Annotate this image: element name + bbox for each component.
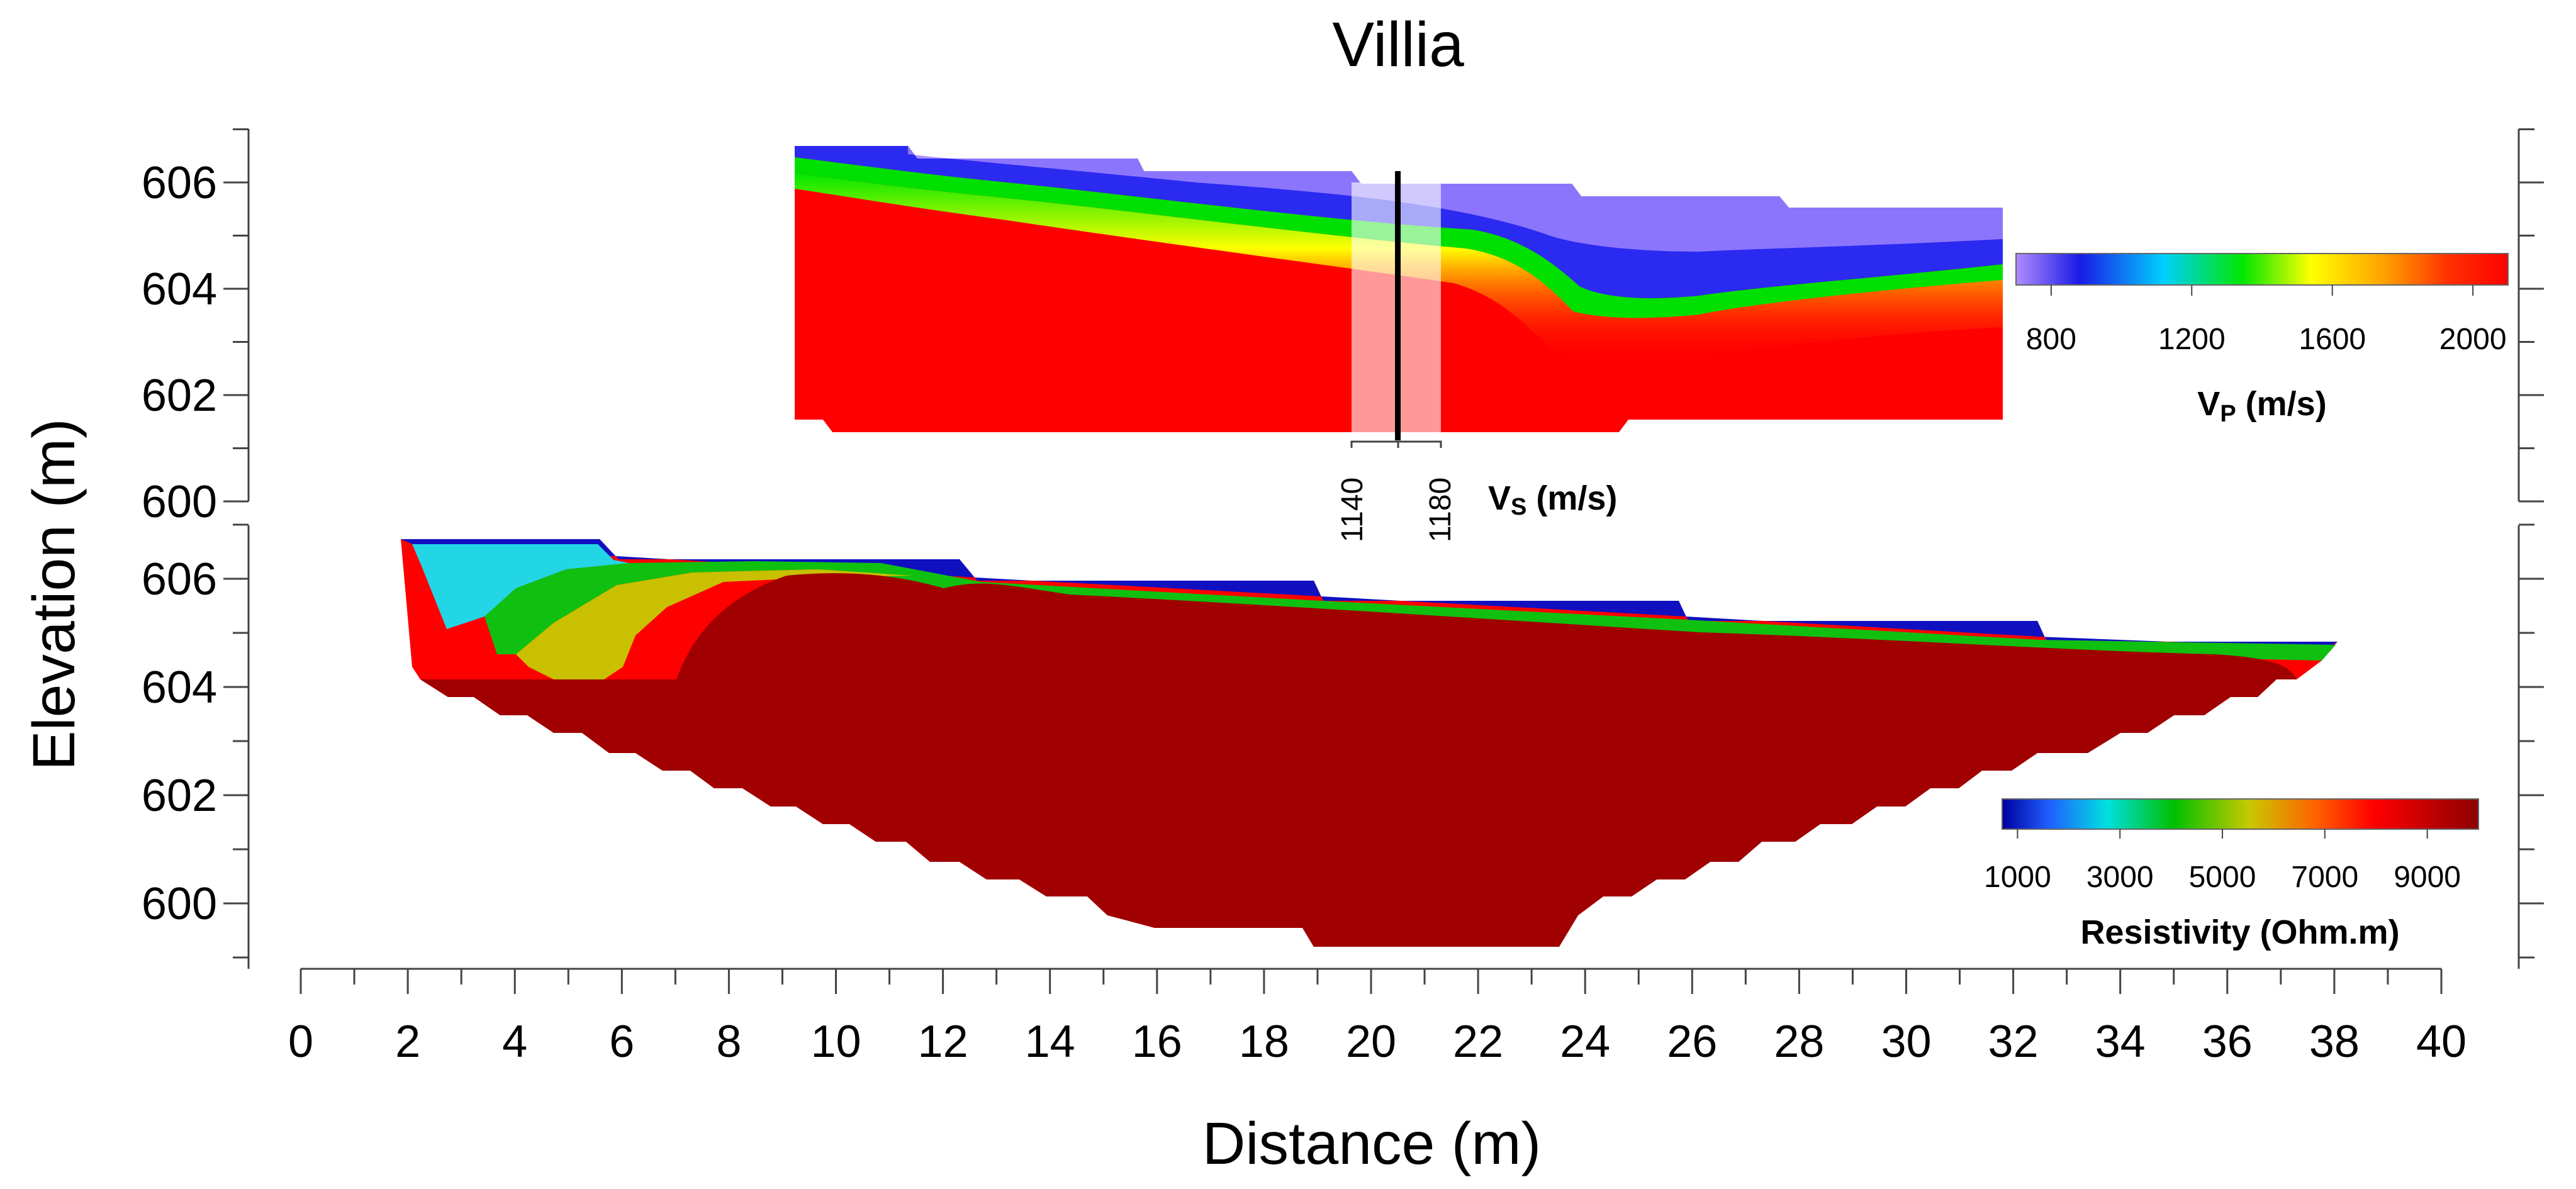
res-yellow-zone — [516, 569, 912, 679]
y-axis-label: Elevation (m) — [21, 418, 87, 771]
x-axis-label: Distance (m) — [1202, 1110, 1541, 1177]
vp-colorbar-tick-label: 800 — [2026, 323, 2076, 356]
vs-tick-1140: 1140 — [1336, 477, 1369, 542]
res-colorbar-tick-label: 3000 — [2086, 861, 2154, 894]
x-tick-label: 18 — [1239, 1017, 1289, 1067]
res-colorbar-label: Resistivity (Ohm.m) — [2080, 913, 2399, 951]
x-tick-label: 22 — [1453, 1017, 1503, 1067]
res-colorbar-tick-label: 5000 — [2189, 861, 2256, 894]
res-green-zone — [484, 561, 2336, 661]
res-colorbar-tick-label: 7000 — [2291, 861, 2358, 894]
x-tick-label: 16 — [1132, 1017, 1182, 1067]
x-tick-label: 40 — [2416, 1017, 2467, 1067]
x-tick-label: 10 — [810, 1017, 861, 1067]
res-colorbar-tick-label: 1000 — [1984, 861, 2051, 894]
y-tick-label: 604 — [142, 662, 217, 713]
x-tick-label: 14 — [1025, 1017, 1075, 1067]
x-tick-label: 8 — [716, 1017, 741, 1067]
vp-section: 1140 1180 VS (m/s) — [795, 146, 2003, 542]
y-tick-label: 606 — [142, 554, 217, 605]
vp-colorbar-tick-label: 1600 — [2299, 323, 2366, 356]
minor-ticks — [223, 128, 2544, 994]
x-tick-label: 34 — [2095, 1017, 2146, 1067]
res-conductive-core — [420, 573, 2297, 947]
vp-colorbar-tick-label: 2000 — [2439, 323, 2507, 356]
lower-y-tick-labels: 606 604 602 600 — [142, 554, 217, 929]
x-tick-label: 32 — [1988, 1017, 2039, 1067]
y-tick-label: 602 — [142, 771, 217, 821]
vp-colorbar-gradient — [2015, 253, 2509, 286]
vp-upper-purple-zone — [908, 146, 2003, 252]
vp-colorbar-label: VP (m/s) — [2197, 385, 2326, 427]
y-tick-label: 602 — [142, 371, 217, 421]
vs-tick-1180: 1180 — [1424, 477, 1457, 542]
y-tick-label: 606 — [142, 158, 217, 208]
vp-colorbar: 800 1200 1600 2000 VP (m/s) — [2015, 253, 2509, 427]
vs-label: VS (m/s) — [1488, 479, 1617, 520]
res-colorbar-gradient — [2002, 798, 2479, 830]
vp-colorbar-ticks: 800 1200 1600 2000 — [2026, 285, 2507, 356]
x-tick-label: 36 — [2202, 1017, 2253, 1067]
x-tick-label: 24 — [1560, 1017, 1610, 1067]
y-tick-label: 604 — [142, 264, 217, 315]
res-cyan-zone — [412, 544, 629, 629]
x-tick-label: 38 — [2309, 1017, 2360, 1067]
x-tick-label: 6 — [609, 1017, 634, 1067]
vp-colorbar-tick-label: 1200 — [2158, 323, 2226, 356]
x-tick-labels: 0 2 4 6 8 10 12 14 16 18 20 22 24 26 28 30 32 34 36 38 40 — [288, 1017, 2467, 1067]
upper-y-tick-labels: 606 604 602 600 — [142, 158, 217, 527]
y-tick-label: 600 — [142, 477, 217, 527]
vs-scale-bracket — [1350, 440, 1442, 448]
x-tick-label: 4 — [502, 1017, 527, 1067]
x-tick-label: 30 — [1881, 1017, 1931, 1067]
chart-title: Villia — [1332, 9, 1464, 80]
x-tick-label: 26 — [1667, 1017, 1717, 1067]
res-colorbar-tick-label: 9000 — [2394, 861, 2461, 894]
res-colorbar-ticks: 1000 3000 5000 7000 9000 — [1984, 829, 2461, 894]
resistivity-section — [401, 539, 2338, 947]
x-tick-label: 2 — [395, 1017, 420, 1067]
resistivity-colorbar: 1000 3000 5000 7000 9000 Resistivity (Ohm.m) — [1984, 798, 2479, 951]
x-tick-label: 28 — [1774, 1017, 1824, 1067]
x-tick-label: 0 — [288, 1017, 313, 1067]
x-tick-label: 12 — [918, 1017, 968, 1067]
x-tick-label: 20 — [1346, 1017, 1396, 1067]
y-tick-label: 600 — [142, 879, 217, 929]
